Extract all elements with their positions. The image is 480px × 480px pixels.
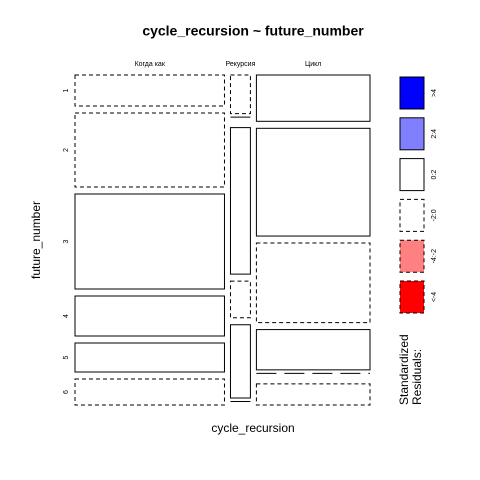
row-label: 6: [63, 390, 70, 394]
row-label: 3: [63, 239, 70, 243]
legend-swatch: [399, 198, 425, 232]
row-label: 5: [63, 355, 70, 359]
legend-label: -4:-2: [431, 249, 438, 264]
mosaic-cell: [74, 193, 225, 290]
legend-swatch: [399, 76, 425, 110]
mosaic-cell: [74, 112, 225, 188]
row-label: 2: [63, 148, 70, 152]
legend-swatch: [399, 117, 425, 151]
legend-title: Residuals:: [410, 349, 424, 405]
mosaic-cell: [74, 74, 225, 107]
legend-label: -2:0: [431, 209, 438, 221]
mosaic-cell: [255, 242, 371, 324]
row-label: 1: [63, 88, 70, 92]
mosaic-cell: [255, 127, 371, 237]
row-label: 4: [63, 314, 70, 318]
mosaic-cell: [229, 74, 251, 115]
mosaic-cell: [74, 295, 225, 337]
column-label: Когда как: [135, 61, 166, 68]
legend-label: 2:4: [431, 129, 438, 139]
legend-label: >4: [431, 89, 438, 97]
mosaic-cell: [74, 342, 225, 373]
mosaic-cell: [255, 383, 371, 406]
x-axis-label: cycle_recursion: [211, 421, 294, 435]
mosaic-cell: [255, 329, 371, 371]
chart-title: cycle_recursion ~ future_number: [142, 23, 364, 39]
legend-swatch: [399, 239, 425, 273]
y-axis-label: future_number: [29, 201, 43, 279]
legend-title: Standardized: [397, 334, 411, 405]
mosaic-cell: [74, 378, 225, 406]
legend-swatch: [399, 280, 425, 314]
legend-label: 0:2: [431, 170, 438, 180]
mosaic-cell: [229, 324, 251, 399]
mosaic-cell: [229, 280, 251, 319]
mosaic-cell: [255, 74, 371, 122]
legend-label: <-4: [431, 292, 438, 302]
mosaic-cell: [229, 127, 251, 275]
legend-swatch: [399, 158, 425, 192]
column-label: Рекурсия: [225, 61, 255, 68]
column-label: Цикл: [305, 61, 321, 68]
